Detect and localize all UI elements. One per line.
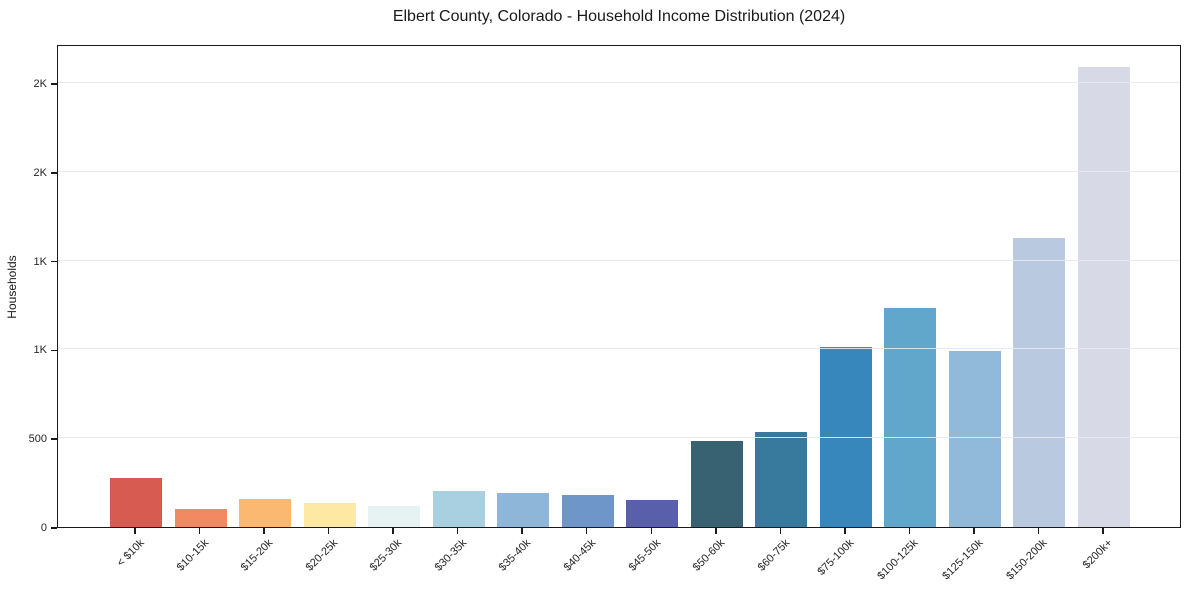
- x-tick-mark-$45-50k: [650, 528, 653, 534]
- x-tick-mark-$25-30k: [392, 528, 394, 534]
- x-tick-label-$30-35k: $30-35k: [432, 537, 470, 574]
- bar-$25-30k: [368, 505, 421, 527]
- gridline-1500: [58, 259, 1180, 261]
- bar-$45-50k: [626, 500, 679, 527]
- gridline-2000: [58, 170, 1180, 172]
- bar-$75-100k: [819, 346, 872, 527]
- y-tick-mark-1500: [51, 260, 57, 263]
- y-axis-label: Households: [5, 255, 19, 319]
- x-tick-label-$40-45k: $40-45k: [561, 537, 599, 574]
- x-tick-label-$200k+: $200k+: [1080, 537, 1115, 572]
- gridline-500: [58, 437, 1180, 439]
- y-tick-label-1000: 1K: [33, 344, 47, 357]
- x-tick-label-$150-200k: $150-200k: [1004, 537, 1050, 583]
- bar-$125-150k: [948, 351, 1001, 527]
- bar-$40-45k: [561, 495, 614, 527]
- x-tick-label-$60-75k: $60-75k: [755, 537, 792, 574]
- bar-$35-40k: [497, 492, 550, 527]
- y-tick-label-0: 0: [40, 522, 47, 534]
- x-tick-label-$50-60k: $50-60k: [690, 537, 728, 574]
- y-tick-mark-2000: [51, 172, 57, 174]
- x-tick-mark-$75-100k: [844, 528, 846, 534]
- x-tick-label-< $10k: < $10k: [114, 537, 147, 570]
- bar-$15-20k: [239, 498, 292, 527]
- x-tick-label-$10-15k: $10-15k: [174, 537, 212, 574]
- y-tick-mark-500: [51, 438, 57, 440]
- bar-$30-35k: [432, 490, 485, 527]
- x-tick-label-$100-125k: $100-125k: [875, 537, 921, 583]
- bar-$100-125k: [884, 307, 937, 527]
- y-tick-mark-0: [51, 527, 57, 529]
- bar-$10-15k: [174, 509, 227, 527]
- x-tick-label-$20-25k: $20-25k: [303, 537, 341, 574]
- x-tick-mark-$100-125k: [908, 528, 911, 534]
- x-tick-mark-< $10k: [134, 528, 136, 534]
- x-tick-mark-$10-15k: [198, 528, 201, 534]
- x-tick-mark-$40-45k: [585, 528, 588, 534]
- gridline-1000: [58, 348, 1180, 350]
- x-tick-mark-$125-150k: [973, 528, 975, 534]
- x-tick-label-$35-40k: $35-40k: [497, 537, 534, 574]
- y-tick-mark-1000: [51, 349, 57, 352]
- y-tick-label-500: 500: [28, 433, 47, 446]
- x-tick-mark-$30-35k: [456, 528, 459, 534]
- y-tick-label-1500: 1K: [33, 255, 47, 268]
- bar-$50-60k: [690, 441, 743, 527]
- bar-$200k+: [1078, 67, 1130, 527]
- bar-$20-25k: [303, 503, 356, 527]
- x-tick-mark-$35-40k: [521, 528, 523, 534]
- x-tick-label-$125-150k: $125-150k: [940, 537, 986, 583]
- x-tick-label-$45-50k: $45-50k: [626, 537, 663, 574]
- x-tick-mark-$15-20k: [263, 528, 265, 534]
- x-tick-mark-$150-200k: [1037, 528, 1040, 534]
- bar-$150-200k: [1013, 237, 1066, 527]
- x-tick-mark-$50-60k: [715, 528, 717, 534]
- x-tick-mark-$60-75k: [779, 528, 782, 534]
- x-tick-mark-$200k+: [1102, 528, 1104, 534]
- plot-area: [57, 45, 1181, 528]
- x-tick-mark-$20-25k: [327, 528, 330, 534]
- x-tick-label-$15-20k: $15-20k: [238, 537, 276, 574]
- y-tick-label-2000: 2K: [33, 166, 47, 179]
- x-tick-label-$25-30k: $25-30k: [368, 537, 405, 574]
- chart-title: Elbert County, Colorado - Household Inco…: [392, 8, 846, 25]
- bar-< $10k: [110, 478, 162, 527]
- y-tick-mark-2500: [51, 83, 57, 85]
- gridline-2500: [58, 82, 1180, 84]
- x-tick-label-$75-100k: $75-100k: [815, 537, 857, 578]
- bar-$60-75k: [755, 432, 808, 527]
- y-tick-label-2500: 2K: [33, 78, 47, 91]
